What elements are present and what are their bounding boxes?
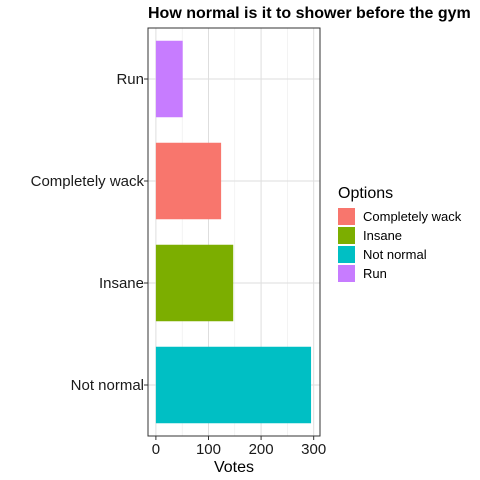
legend: Options Completely wack Insane Not normal R… (338, 185, 462, 282)
legend-label: Insane (363, 228, 402, 243)
legend-label: Completely wack (363, 209, 462, 224)
bar-insane (156, 245, 233, 322)
x-axis-title: Votes (214, 459, 254, 476)
x-axis: 0 100 200 300 (152, 436, 326, 458)
bar-run (156, 41, 183, 118)
y-tick-label: Insane (99, 275, 144, 292)
legend-label: Run (363, 266, 387, 281)
x-tick-label: 200 (249, 441, 274, 458)
y-axis: Not normal Insane Completely wack Run (31, 71, 148, 394)
legend-swatch (338, 227, 355, 244)
legend-title: Options (338, 185, 393, 202)
y-tick-label: Run (116, 71, 144, 88)
y-tick-label: Not normal (71, 377, 144, 394)
legend-label: Not normal (363, 247, 427, 262)
x-tick-label: 300 (301, 441, 326, 458)
bar-not-normal (156, 347, 311, 424)
legend-swatch (338, 208, 355, 225)
y-tick-label: Completely wack (31, 173, 145, 190)
legend-swatch (338, 265, 355, 282)
chart-title: How normal is it to shower before the gy… (148, 5, 471, 22)
x-tick-label: 0 (152, 441, 160, 458)
x-tick-label: 100 (196, 441, 221, 458)
bar-completely-wack (156, 143, 221, 220)
legend-swatch (338, 246, 355, 263)
bars (156, 41, 311, 424)
